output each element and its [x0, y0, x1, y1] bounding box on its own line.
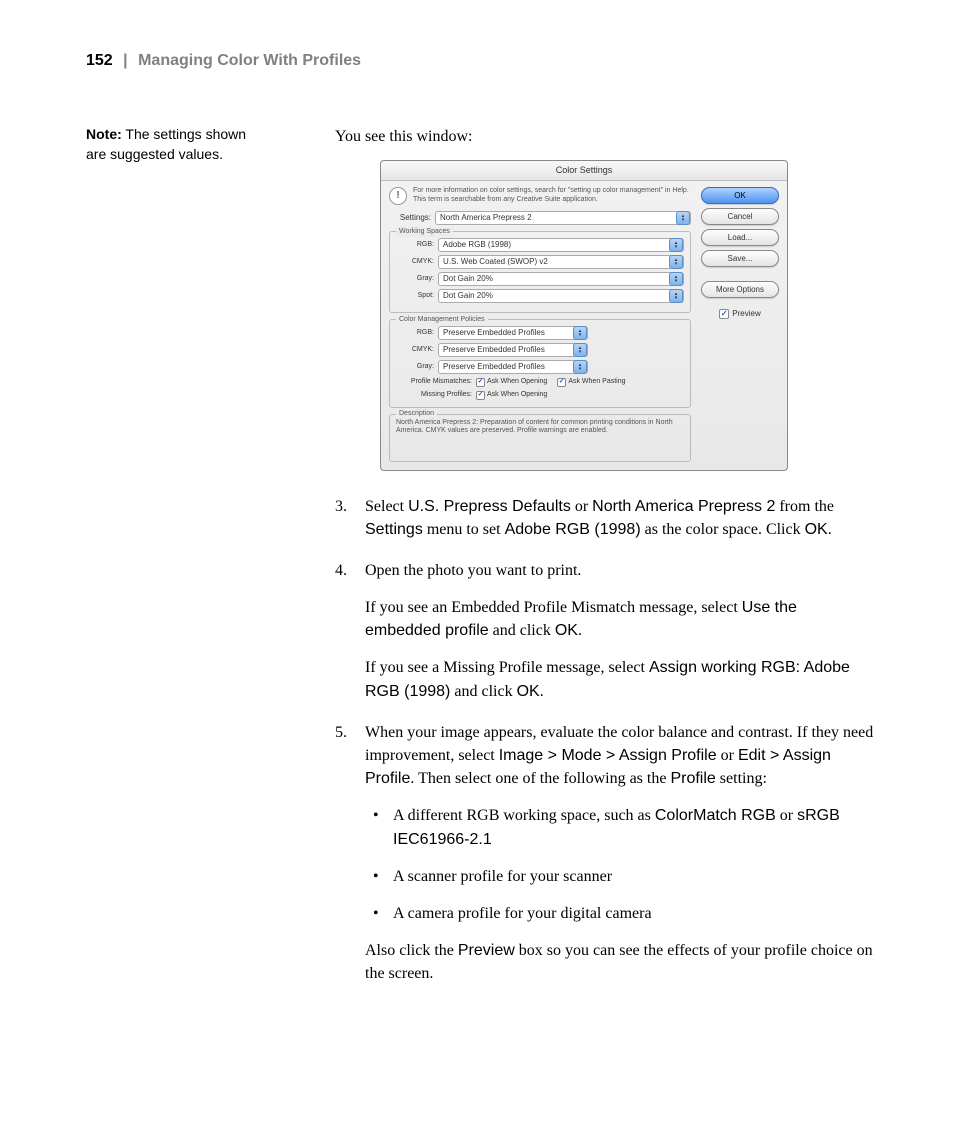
step4-p1: Open the photo you want to print. — [365, 559, 875, 582]
bullet-item: A different RGB working space, such as C… — [365, 804, 875, 850]
preview-checkbox[interactable]: ✓Preview — [701, 308, 779, 320]
info-icon: ! — [389, 187, 407, 205]
description-text: North America Prepress 2: Preparation of… — [396, 419, 684, 436]
chevron-updown-icon — [676, 211, 690, 225]
bold-text: OK — [805, 521, 828, 538]
working-spaces-group: Working Spaces RGB: Adobe RGB (1998) CMY… — [389, 231, 691, 313]
chevron-updown-icon — [669, 272, 683, 286]
intro-text: You see this window: — [335, 125, 875, 148]
ask-open-checkbox[interactable]: ✓Ask When Opening — [476, 377, 547, 387]
chevron-updown-icon — [669, 255, 683, 269]
bold-text: Image > Mode > Assign Profile — [499, 747, 717, 764]
pol-gray-dropdown[interactable]: Preserve Embedded Profiles — [438, 360, 588, 374]
chevron-updown-icon — [573, 326, 587, 340]
ws-spot-label: Spot: — [396, 291, 434, 301]
chevron-updown-icon — [573, 343, 587, 357]
ws-rgb-dropdown[interactable]: Adobe RGB (1998) — [438, 238, 684, 252]
bold-text: ColorMatch RGB — [655, 807, 776, 824]
step-4: Open the photo you want to print. If you… — [335, 559, 875, 703]
load-button[interactable]: Load... — [701, 229, 779, 246]
bold-text: Adobe RGB (1998) — [505, 521, 641, 538]
bold-text: OK — [555, 622, 578, 639]
ws-gray-dropdown[interactable]: Dot Gain 20% — [438, 272, 684, 286]
ok-button[interactable]: OK — [701, 187, 779, 204]
description-legend: Description — [396, 410, 437, 418]
bold-text: North America Prepress 2 — [592, 498, 775, 515]
dialog-screenshot: Color Settings ! For more information on… — [380, 160, 875, 470]
settings-dropdown[interactable]: North America Prepress 2 — [435, 211, 691, 225]
chevron-updown-icon — [573, 360, 587, 374]
settings-value: North America Prepress 2 — [440, 212, 532, 224]
mismatch-label: Profile Mismatches: — [396, 377, 472, 387]
description-group: Description North America Prepress 2: Pr… — [389, 414, 691, 462]
bullet-item: A scanner profile for your scanner — [365, 865, 875, 888]
pol-cmyk-dropdown[interactable]: Preserve Embedded Profiles — [438, 343, 588, 357]
pol-cmyk-label: CMYK: — [396, 345, 434, 355]
policies-group: Color Management Policies RGB: Preserve … — [389, 319, 691, 407]
note-label: Note: — [86, 126, 122, 142]
pol-rgb-label: RGB: — [396, 328, 434, 338]
step-3: Select U.S. Prepress Defaults or North A… — [335, 495, 875, 541]
bold-text: OK — [517, 683, 540, 700]
ws-gray-label: Gray: — [396, 274, 434, 284]
bold-text: U.S. Prepress Defaults — [408, 498, 571, 515]
more-options-button[interactable]: More Options — [701, 281, 779, 298]
policies-legend: Color Management Policies — [396, 315, 488, 325]
header-separator: | — [123, 52, 127, 69]
ws-spot-dropdown[interactable]: Dot Gain 20% — [438, 289, 684, 303]
ws-cmyk-dropdown[interactable]: U.S. Web Coated (SWOP) v2 — [438, 255, 684, 269]
save-button[interactable]: Save... — [701, 250, 779, 267]
step-5: When your image appears, evaluate the co… — [335, 721, 875, 986]
page-number: 152 — [86, 52, 113, 69]
settings-label: Settings: — [389, 212, 431, 224]
bold-text: Profile — [670, 770, 715, 787]
bold-text: Settings — [365, 521, 423, 538]
ws-rgb-label: RGB: — [396, 240, 434, 250]
chevron-updown-icon — [669, 238, 683, 252]
bullet-item: A camera profile for your digital camera — [365, 902, 875, 925]
color-settings-dialog: Color Settings ! For more information on… — [380, 160, 788, 470]
chapter-title: Managing Color With Profiles — [138, 52, 361, 69]
bold-text: Preview — [458, 942, 515, 959]
dialog-title: Color Settings — [381, 161, 787, 181]
info-text: For more information on color settings, … — [413, 187, 691, 204]
cancel-button[interactable]: Cancel — [701, 208, 779, 225]
ask-paste-checkbox[interactable]: ✓Ask When Pasting — [557, 377, 625, 387]
ask-open2-checkbox[interactable]: ✓Ask When Opening — [476, 390, 547, 400]
missing-label: Missing Profiles: — [396, 390, 472, 400]
sidebar-note: Note: The settings shown are suggested v… — [86, 125, 251, 164]
pol-gray-label: Gray: — [396, 362, 434, 372]
ws-cmyk-label: CMYK: — [396, 257, 434, 267]
chevron-updown-icon — [669, 289, 683, 303]
main-content: You see this window: Color Settings ! Fo… — [335, 125, 875, 1004]
pol-rgb-dropdown[interactable]: Preserve Embedded Profiles — [438, 326, 588, 340]
page-header: 152 | Managing Color With Profiles — [86, 52, 361, 70]
working-spaces-legend: Working Spaces — [396, 227, 453, 237]
